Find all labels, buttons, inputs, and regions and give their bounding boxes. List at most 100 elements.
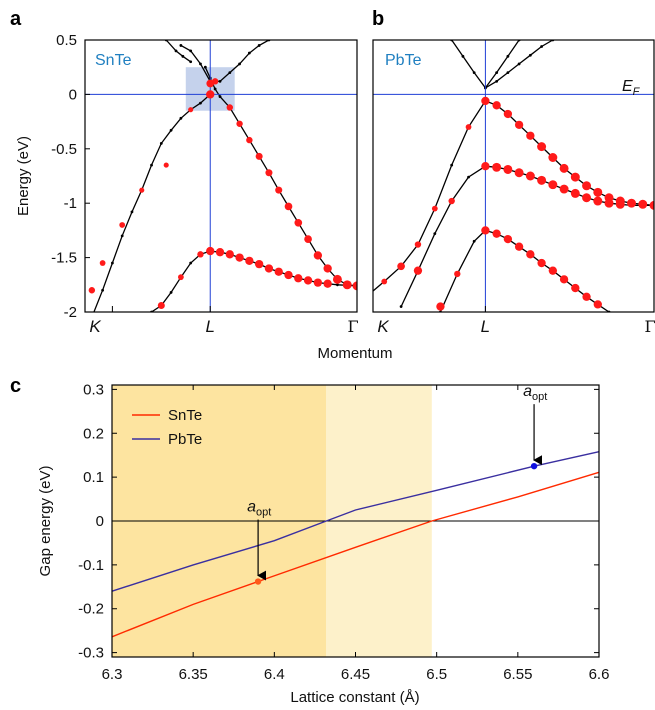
band-node	[641, 4, 644, 7]
band-lines	[93, 6, 357, 312]
weight-point	[235, 253, 244, 262]
x-tick-label: 6.45	[341, 666, 370, 683]
band-node	[277, 33, 280, 36]
y-tick-label: 0.3	[83, 381, 104, 398]
weight-point	[352, 281, 357, 291]
band-node	[450, 163, 454, 167]
band-node	[189, 49, 193, 53]
weight-point	[303, 276, 313, 285]
panel-letter-b: b	[372, 8, 384, 30]
y-axis-ticks: 0.5 0 -0.5 -1 -1.5 -2	[51, 32, 90, 321]
weight-point	[514, 242, 524, 251]
band-node	[257, 44, 261, 47]
y-tick-label: -0.2	[78, 601, 104, 618]
weight-point	[548, 153, 558, 162]
weight-point	[323, 279, 332, 288]
band-node	[203, 65, 207, 69]
weight-point	[246, 136, 253, 144]
weight-point	[492, 162, 502, 172]
weight-point	[465, 124, 472, 130]
panel-a-frame	[84, 39, 358, 313]
weight-point	[448, 197, 455, 205]
y-tick-label: 0	[96, 513, 104, 530]
weight-point	[363, 292, 371, 300]
weight-point	[492, 101, 501, 110]
x-tick-label: 6.4	[264, 666, 285, 683]
band-node	[228, 71, 232, 75]
optimum-label: aopt	[247, 499, 271, 519]
weight-point	[226, 104, 234, 111]
x-axis-ticks: 6.3 6.35 6.4 6.45 6.5 6.55 6.6	[102, 385, 609, 683]
band-node	[528, 53, 532, 57]
y-tick-label: -0.3	[78, 645, 104, 662]
weight-point	[397, 262, 405, 271]
x-tick-label: 6.5	[426, 666, 447, 683]
gap-series-lines	[111, 451, 600, 638]
band-node	[336, 6, 339, 9]
panel-a-band-structure: 0.5 0 -0.5 -1 -1.5 -2 K L Γ a SnTe Energy (eV)	[10, 6, 359, 336]
y-tick-label: -2	[64, 304, 77, 321]
optimum-point	[254, 578, 262, 585]
band-node	[574, 28, 577, 31]
optimum-point	[530, 462, 538, 470]
band-1	[373, 100, 486, 292]
x-tick-label: 6.35	[179, 666, 208, 683]
panel-letter-c: c	[10, 375, 21, 397]
optimum-label-symbol: a	[247, 499, 256, 516]
band-node	[189, 60, 193, 64]
series-line-pbte	[111, 451, 600, 592]
band-node	[238, 62, 241, 66]
weight-point	[526, 131, 535, 140]
weight-point	[264, 264, 274, 273]
weight-point	[514, 120, 524, 130]
weight-point	[139, 187, 145, 193]
weight-point	[342, 280, 352, 290]
weight-point	[481, 226, 490, 235]
band-node	[174, 49, 178, 53]
y-axis-title: Gap energy (eV)	[37, 466, 54, 577]
momentum-axis-title: Momentum	[317, 345, 392, 362]
band-node	[630, 6, 633, 9]
weight-point	[559, 275, 569, 284]
band-4	[485, 165, 654, 207]
weight-point	[431, 205, 438, 212]
material-label: PbTe	[385, 52, 422, 69]
optimum-label-sub: opt	[532, 391, 547, 403]
weight-point	[615, 199, 625, 209]
y-tick-label: -0.1	[78, 557, 104, 574]
band-node	[179, 44, 183, 47]
weight-point	[571, 283, 580, 293]
weight-point	[537, 258, 546, 268]
k-point-label: L	[206, 317, 215, 336]
legend: SnTe PbTe	[132, 407, 202, 448]
weight-point	[381, 278, 388, 285]
weight-point	[254, 259, 264, 269]
y-tick-label: 0.1	[83, 469, 104, 486]
legend-label-snte: SnTe	[168, 407, 202, 424]
band-node	[461, 54, 465, 58]
y-tick-label: -1.5	[51, 250, 77, 267]
band-node	[540, 45, 543, 48]
weight-point	[313, 251, 323, 260]
band-node	[101, 288, 105, 292]
weight-point	[157, 301, 165, 309]
band-node	[336, 283, 339, 287]
weight-point	[548, 266, 558, 275]
band-1	[93, 93, 211, 312]
series-line-snte	[111, 471, 600, 638]
band-node	[307, 17, 310, 20]
y-axis-ticks: 0.3 0.2 0.1 0 -0.1 -0.2 -0.3	[78, 381, 599, 662]
material-label: SnTe	[95, 52, 132, 69]
weight-point	[604, 198, 614, 208]
weight-point	[211, 78, 219, 85]
band-node	[608, 12, 611, 15]
weight-point	[413, 266, 423, 275]
band-node	[110, 261, 114, 265]
weight-point	[582, 181, 592, 191]
weight-point	[225, 250, 234, 259]
weight-point	[638, 199, 648, 209]
weight-point	[255, 152, 263, 160]
